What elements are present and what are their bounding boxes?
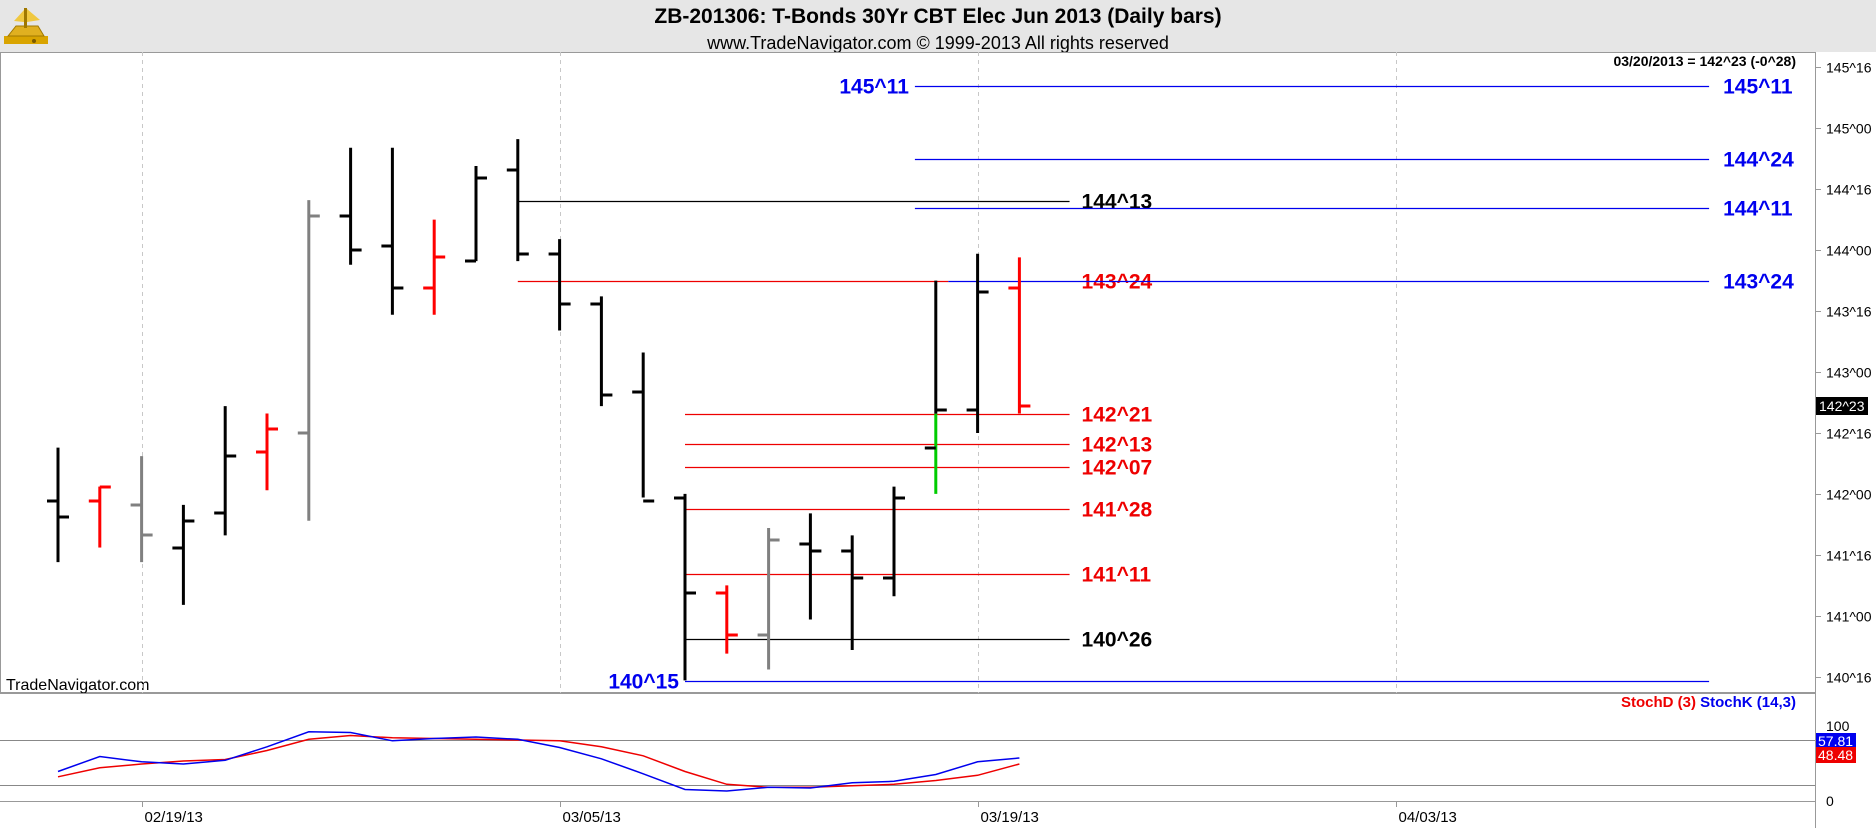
- stochastic-value-label: 57.81: [1818, 733, 1853, 749]
- price-panel: [0, 52, 1816, 693]
- price-bars: [47, 139, 1031, 681]
- price-axis-label: 143^00: [1826, 365, 1872, 381]
- watermark: TradeNavigator.com: [6, 677, 149, 694]
- ship-logo-icon: [4, 8, 48, 44]
- copyright-text: www.TradeNavigator.com © 1999-2013 All r…: [706, 33, 1169, 53]
- date-axis-label: 03/19/13: [981, 809, 1039, 826]
- level-label: 140^26: [1082, 629, 1153, 652]
- stochastic-line: [57, 734, 1020, 789]
- date-axis-label: 03/05/13: [563, 809, 621, 826]
- price-axis-label: 140^16: [1826, 670, 1872, 686]
- stochastic-value-label: 48.48: [1818, 747, 1853, 763]
- price-axis: 140^16 141^00 141^16 142^00 142^16 143^00 143^…: [1815, 60, 1872, 686]
- level-label: 141^28: [1082, 499, 1153, 522]
- price-axis-label: 144^16: [1826, 182, 1872, 198]
- level-label: 142^07: [1082, 457, 1153, 480]
- price-axis-label: 141^16: [1826, 548, 1872, 564]
- stochastic-lines: [57, 731, 1020, 792]
- last-price-badge: [1816, 397, 1868, 415]
- level-label: 145^11: [839, 76, 909, 99]
- level-label: 144^11: [1723, 198, 1793, 221]
- price-axis-label: 143^16: [1826, 304, 1872, 320]
- stochastic-axis-label: 100: [1826, 718, 1850, 734]
- price-axis-label: 144^00: [1826, 243, 1872, 259]
- level-label: 143^24: [1723, 271, 1794, 294]
- stochastic-panel-bg: [0, 693, 1815, 801]
- level-label: 141^11: [1082, 564, 1152, 587]
- chart-title: ZB-201306: T-Bonds 30Yr CBT Elec Jun 201…: [654, 5, 1221, 28]
- level-label: 142^13: [1082, 434, 1153, 457]
- vertical-gridlines: [142, 52, 1397, 801]
- legend-stochd: StochD (3): [1621, 694, 1696, 711]
- header-band: [0, 0, 1876, 52]
- last-price-info: 03/20/2013 = 142^23 (-0^28): [1613, 53, 1796, 69]
- date-axis-label: 02/19/13: [145, 809, 203, 826]
- stochastic-line: [57, 731, 1020, 792]
- price-axis-label: 142^16: [1826, 426, 1872, 442]
- level-label: 144^24: [1723, 149, 1794, 172]
- date-axis-label: 04/03/13: [1399, 809, 1457, 826]
- date-axis: 02/19/13 03/05/13 03/19/13 04/03/13: [142, 801, 1457, 826]
- price-axis-label: 141^00: [1826, 609, 1872, 625]
- level-label: 142^21: [1082, 404, 1153, 427]
- price-axis-label: 142^00: [1826, 487, 1872, 503]
- stochastic-axis-label: 0: [1826, 793, 1834, 809]
- last-price-label: 142^23: [1819, 398, 1865, 414]
- stochastic-value-badge: [1816, 747, 1856, 763]
- price-axis-label: 145^00: [1826, 121, 1872, 137]
- legend-stochk: StochK (14,3): [1700, 694, 1796, 711]
- stochastic-panel: [0, 693, 1815, 801]
- level-label: 144^13: [1082, 191, 1153, 214]
- level-label: 140^15: [608, 671, 679, 694]
- level-label: 145^11: [1723, 76, 1793, 99]
- stochastic-value-badge: [1816, 733, 1856, 749]
- price-axis-label: 145^16: [1826, 60, 1872, 76]
